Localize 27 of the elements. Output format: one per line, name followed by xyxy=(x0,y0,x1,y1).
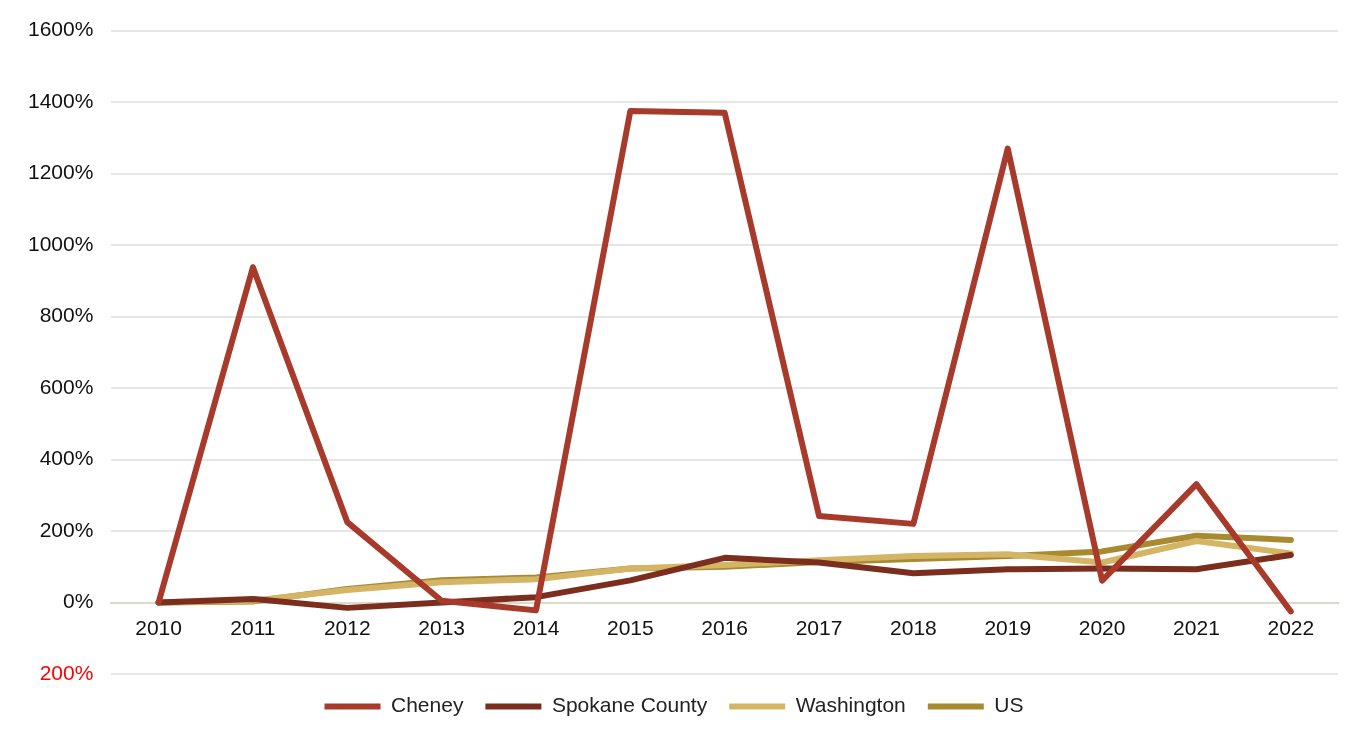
x-tick-label: 2012 xyxy=(323,615,371,639)
y-tick-label: 1200% xyxy=(28,160,94,184)
y-tick-label: 1000% xyxy=(28,231,94,255)
x-tick-label: 2019 xyxy=(984,615,1032,639)
x-tick-label: 2021 xyxy=(1173,615,1220,639)
x-tick-label: 2018 xyxy=(890,615,937,639)
x-tick-label: 2020 xyxy=(1078,615,1126,639)
x-tick-label: 2014 xyxy=(512,615,560,639)
x-tick-label: 2010 xyxy=(135,615,182,639)
y-tick-label: 400% xyxy=(39,446,94,470)
y-tick-label: 800% xyxy=(39,303,94,327)
y-tick-label: 1600% xyxy=(28,17,94,41)
legend-label: US xyxy=(994,693,1024,717)
y-tick-label: 200% xyxy=(39,660,94,684)
legend-label: Washington xyxy=(795,693,906,717)
y-tick-label: 200% xyxy=(39,517,94,541)
y-tick-label: 600% xyxy=(39,374,94,398)
x-tick-label: 2011 xyxy=(230,615,276,639)
legend-label: Cheney xyxy=(391,693,464,717)
x-tick-label: 2017 xyxy=(795,615,843,639)
y-tick-label: 1400% xyxy=(28,88,94,112)
x-tick-label: 2016 xyxy=(701,615,749,639)
legend-label: Spokane County xyxy=(551,693,708,717)
x-tick-label: 2013 xyxy=(418,615,465,639)
x-tick-label: 2015 xyxy=(606,615,654,639)
y-tick-label: 0% xyxy=(63,589,94,613)
x-tick-label: 2022 xyxy=(1267,615,1315,639)
